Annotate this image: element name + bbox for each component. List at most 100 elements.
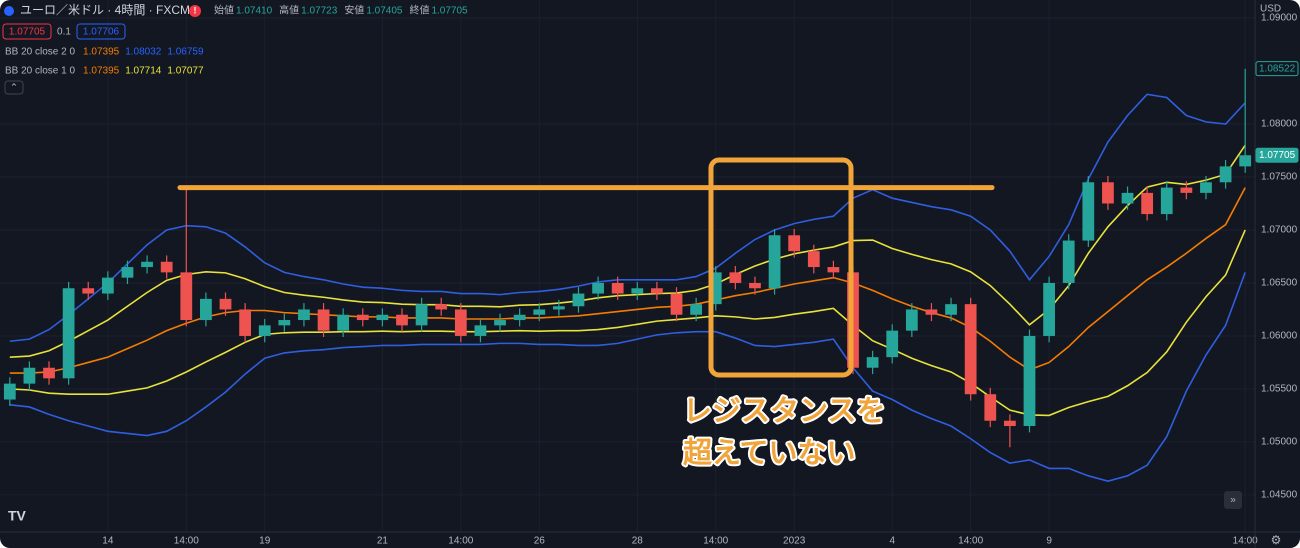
band-line [9, 229, 1246, 417]
ohlc-label: 始値 [214, 4, 234, 17]
candle-body [905, 309, 918, 331]
x-tick-label: 2023 [783, 536, 806, 547]
candle-body [3, 383, 16, 400]
candle-body [62, 288, 75, 379]
highlight-box [708, 157, 854, 378]
currency[interactable]: USD [1260, 4, 1281, 15]
candle-body [101, 277, 114, 294]
candle-body [768, 235, 781, 289]
candle-body [82, 288, 95, 294]
candle-body [376, 314, 389, 321]
ohlc-label: 安値 [344, 4, 364, 17]
candle-body [1062, 240, 1075, 283]
candle-body [788, 235, 801, 252]
candle-body [180, 272, 193, 321]
candle-body [43, 367, 55, 379]
candle-body [611, 282, 624, 294]
candle-body [415, 304, 428, 326]
settings-icon[interactable]: ⚙ [1271, 533, 1282, 547]
candle-body [141, 261, 153, 268]
candle-body [1141, 192, 1154, 215]
candle-body [1102, 182, 1114, 204]
candle-body [533, 309, 546, 315]
candle-body [552, 306, 565, 310]
candle-body [454, 309, 467, 336]
candle-body [1219, 166, 1232, 183]
x-tick-label: 14 [102, 536, 114, 547]
candle-body [807, 251, 820, 268]
candle-body [670, 293, 683, 315]
x-tick-label: 14:00 [958, 536, 983, 547]
y-tick-label: 1.07000 [1261, 225, 1298, 236]
candle-body [1082, 182, 1095, 241]
indicator-value: 1.07395 [83, 47, 120, 58]
x-tick-label: 9 [1046, 536, 1052, 547]
candle-body [121, 267, 134, 278]
price-tag-box [1255, 147, 1299, 163]
candle-body [337, 314, 350, 331]
scroll-button[interactable] [1224, 491, 1242, 509]
candle-body [513, 314, 526, 321]
candle-body [572, 293, 585, 307]
buy-box[interactable] [76, 23, 126, 40]
spread: 0.1 [57, 27, 71, 38]
band-line [9, 187, 1246, 374]
y-tick-label: 1.04500 [1261, 490, 1298, 501]
annotation: 超えていない [683, 437, 856, 470]
candle-body [1200, 182, 1212, 193]
indicator-label: BB 20 close 2 0 [5, 47, 75, 58]
candle-body [396, 314, 408, 326]
scroll-icon[interactable]: » [1230, 495, 1236, 506]
x-tick-label: 14:00 [703, 536, 728, 547]
candle-body [1160, 187, 1173, 215]
candle-body [945, 304, 957, 315]
candle-body [925, 309, 938, 315]
x-tick-label: 4 [889, 536, 895, 547]
x-tick-label: 19 [259, 536, 271, 547]
logo: TV [8, 508, 27, 524]
candle-body [1239, 155, 1252, 167]
price-tag-box [1255, 61, 1299, 77]
y-tick-label: 1.07500 [1261, 172, 1298, 183]
symbol: ユーロ／米ドル · 4時間 · FXCM [20, 3, 190, 17]
candle-body [749, 282, 761, 289]
candle-body [1004, 420, 1016, 427]
candle-body [1043, 282, 1055, 336]
symbol-icon [4, 6, 14, 16]
candle-body [866, 357, 879, 368]
indicator-value: 1.06759 [167, 47, 204, 58]
price-tag: 1.07705 [1259, 150, 1296, 161]
candle-body [1023, 335, 1036, 427]
candle-body [827, 267, 840, 273]
indicator-label: BB 20 close 1 0 [5, 66, 75, 77]
buy-price[interactable]: 1.07706 [83, 27, 120, 38]
candle-body [690, 304, 703, 315]
ohlc-value: 1.07723 [301, 6, 338, 17]
collapse-icon[interactable]: ⌃ [10, 83, 18, 94]
sell-box[interactable] [2, 23, 52, 40]
x-tick-label: 14:00 [174, 536, 199, 547]
candle-body [1121, 192, 1134, 204]
candle-body [317, 309, 330, 331]
alert-mark: ! [194, 5, 197, 15]
candle-body [631, 288, 644, 294]
band-line [9, 93, 1246, 343]
candle-body [219, 298, 232, 310]
sell-price[interactable]: 1.07705 [9, 27, 46, 38]
ohlc-label: 高値 [279, 4, 299, 17]
candle-body [258, 325, 271, 336]
collapse-button[interactable] [4, 80, 24, 95]
y-tick-label: 1.08000 [1261, 119, 1298, 130]
ohlc-value: 1.07705 [431, 6, 468, 17]
x-tick-label: 26 [534, 536, 546, 547]
x-tick-label: 14:00 [448, 536, 473, 547]
x-tick-label: 14:00 [1233, 536, 1258, 547]
candle-body [964, 304, 977, 395]
candle-body [886, 330, 899, 358]
x-tick-label: 21 [377, 536, 389, 547]
candle-body [160, 261, 173, 273]
indicator-value: 1.07077 [167, 66, 204, 77]
ohlc-label: 終値 [409, 4, 429, 17]
